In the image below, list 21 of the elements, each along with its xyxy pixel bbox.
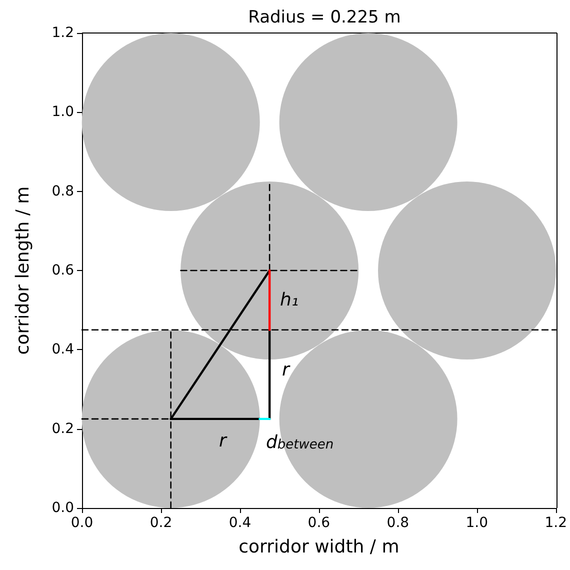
annotation: r [282, 360, 291, 380]
x-tick-label: 1.0 [466, 515, 488, 531]
chart-title: Radius = 0.225 m [248, 8, 401, 28]
x-axis-title: corridor width / m [238, 536, 400, 558]
y-tick-label: 0.8 [52, 183, 74, 200]
annotation: dbetween [266, 432, 334, 453]
x-tick-label: 0.4 [228, 515, 252, 531]
annotation: r [219, 430, 228, 452]
annotation: h₁ [280, 290, 299, 310]
y-tick-label: 1.2 [52, 25, 74, 41]
y-tick-label: 0.2 [52, 420, 74, 437]
x-tick-label: 0.2 [150, 515, 172, 531]
x-tick-label: 0.8 [386, 515, 410, 531]
y-tick-label: 1.0 [52, 104, 74, 120]
x-tick-label: 1.2 [544, 515, 567, 531]
x-tick-label: 0.0 [70, 515, 94, 531]
y-tick-label: 0.6 [52, 262, 74, 278]
x-tick-label: 0.6 [308, 515, 330, 531]
y-axis-title: corridor length / m [12, 186, 34, 355]
y-tick-label: 0.0 [52, 500, 74, 516]
y-tick-label: 0.4 [52, 342, 74, 358]
